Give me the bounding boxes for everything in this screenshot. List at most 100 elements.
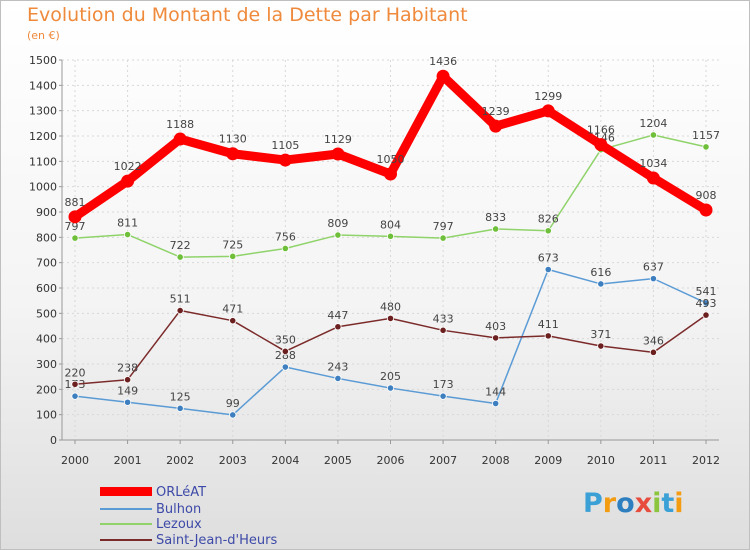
data-point-saint-jean-d-heurs <box>176 306 184 315</box>
data-label-lezoux: 804 <box>380 218 401 231</box>
data-label-orl-at: 1022 <box>114 160 142 173</box>
data-label-orl-at: 1188 <box>166 118 194 131</box>
y-tick-label: 1500 <box>29 54 57 67</box>
legend-swatch-lezoux <box>100 523 152 525</box>
x-tick-label: 2007 <box>429 454 457 467</box>
data-label-lezoux: 826 <box>538 213 559 226</box>
logo-letter: o <box>616 488 635 519</box>
y-tick-label: 1400 <box>29 79 57 92</box>
data-label-bulhon: 173 <box>433 378 454 391</box>
data-label-orl-at: 1436 <box>429 55 457 68</box>
data-label-orl-at: 1105 <box>271 139 299 152</box>
data-point-bulhon <box>334 374 342 383</box>
legend-swatch-saint-jean-d-heurs <box>100 539 152 541</box>
x-tick-label: 2001 <box>114 454 142 467</box>
logo-letter: i <box>674 488 684 519</box>
data-point-lezoux <box>492 225 500 233</box>
data-label-lezoux: 811 <box>117 217 138 230</box>
data-point-lezoux <box>71 234 79 242</box>
data-point-orl-at <box>384 167 397 181</box>
data-label-bulhon: 125 <box>170 390 191 403</box>
data-point-saint-jean-d-heurs <box>334 323 342 331</box>
data-label-saint-jean-d-heurs: 220 <box>65 366 86 379</box>
logo-letter: i <box>652 488 662 519</box>
data-point-saint-jean-d-heurs <box>281 347 289 355</box>
data-label-lezoux: 725 <box>222 238 243 251</box>
data-label-lezoux: 722 <box>170 239 191 252</box>
x-tick-label: 2008 <box>482 454 510 467</box>
y-tick-label: 700 <box>36 257 57 270</box>
logo-letter: r <box>602 488 617 519</box>
data-label-orl-at: 1130 <box>219 133 247 146</box>
data-point-bulhon <box>492 399 500 408</box>
data-point-bulhon <box>702 299 710 307</box>
y-tick-label: 300 <box>36 358 57 371</box>
data-label-lezoux: 797 <box>65 220 86 233</box>
data-label-saint-jean-d-heurs: 350 <box>275 333 296 346</box>
y-tick-label: 1300 <box>29 105 57 118</box>
data-point-lezoux <box>386 232 395 240</box>
data-point-bulhon <box>123 398 132 406</box>
legend-label-lezoux: Lezoux <box>156 517 202 532</box>
data-point-lezoux <box>281 244 289 253</box>
data-label-saint-jean-d-heurs: 447 <box>327 309 348 322</box>
data-point-lezoux <box>334 231 342 239</box>
data-point-lezoux <box>702 143 710 151</box>
x-tick-label: 2011 <box>639 454 667 467</box>
data-point-orl-at <box>331 147 345 161</box>
data-point-bulhon <box>649 275 658 283</box>
data-label-saint-jean-d-heurs: 238 <box>117 362 138 375</box>
data-point-orl-at <box>594 138 608 152</box>
data-point-orl-at <box>541 104 555 118</box>
data-label-bulhon: 616 <box>590 266 611 279</box>
chart-title: Evolution du Montant de la Dette par Hab… <box>27 4 468 26</box>
data-point-bulhon <box>229 411 237 419</box>
data-label-saint-jean-d-heurs: 480 <box>380 300 401 313</box>
data-point-lezoux <box>176 253 184 261</box>
data-label-bulhon: 541 <box>696 285 717 298</box>
y-tick-label: 0 <box>50 434 57 447</box>
data-point-saint-jean-d-heurs <box>544 332 552 340</box>
data-point-orl-at <box>226 147 240 161</box>
data-label-lezoux: 833 <box>485 211 506 224</box>
data-label-lezoux: 1157 <box>692 129 720 142</box>
data-label-lezoux: 756 <box>275 230 296 243</box>
data-point-saint-jean-d-heurs <box>702 311 710 319</box>
data-label-saint-jean-d-heurs: 433 <box>433 312 454 325</box>
data-label-bulhon: 144 <box>485 386 506 399</box>
y-tick-label: 1000 <box>29 181 57 194</box>
data-point-bulhon <box>544 265 552 274</box>
data-label-orl-at: 908 <box>696 189 717 202</box>
data-point-saint-jean-d-heurs <box>649 348 658 356</box>
y-tick-label: 500 <box>36 307 57 320</box>
data-label-bulhon: 288 <box>275 349 296 362</box>
data-label-saint-jean-d-heurs: 371 <box>590 328 611 341</box>
y-tick-label: 400 <box>36 333 57 346</box>
data-label-lezoux: 809 <box>327 217 348 230</box>
data-label-saint-jean-d-heurs: 346 <box>643 334 664 347</box>
data-label-bulhon: 673 <box>538 252 559 265</box>
legend-label-orleat: ORLéAT <box>156 485 207 500</box>
data-point-saint-jean-d-heurs <box>71 380 79 388</box>
data-point-orl-at <box>646 171 660 185</box>
y-tick-label: 1100 <box>29 155 57 168</box>
data-label-bulhon: 149 <box>117 384 138 397</box>
data-label-saint-jean-d-heurs: 403 <box>485 320 506 333</box>
legend-swatch-bulhon <box>100 508 152 510</box>
data-label-saint-jean-d-heurs: 511 <box>170 293 191 306</box>
data-label-saint-jean-d-heurs: 411 <box>538 318 559 331</box>
chart-subtitle: (en €) <box>27 29 60 42</box>
y-tick-label: 800 <box>36 231 57 244</box>
data-label-orl-at: 1129 <box>324 133 352 146</box>
x-tick-label: 2009 <box>534 454 562 467</box>
y-tick-label: 200 <box>36 383 57 396</box>
data-label-bulhon: 637 <box>643 261 664 274</box>
data-point-lezoux <box>229 252 237 260</box>
y-tick-label: 900 <box>36 206 57 219</box>
data-label-lezoux: 1204 <box>639 117 667 130</box>
logo-letter: x <box>634 488 653 519</box>
data-point-saint-jean-d-heurs <box>229 317 237 325</box>
data-point-bulhon <box>176 404 184 412</box>
